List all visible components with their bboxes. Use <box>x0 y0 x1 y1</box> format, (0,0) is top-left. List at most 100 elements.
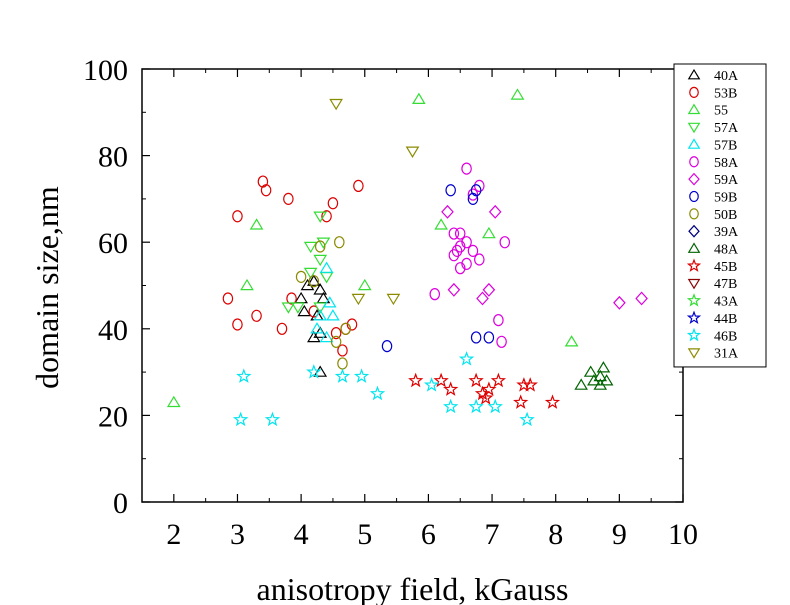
data-point-46b <box>264 411 281 427</box>
data-point-53b <box>353 179 364 193</box>
data-point-45b <box>443 381 459 396</box>
legend: 40A 53B 55 57A 57B 58A 59A 59B 50B 39A 48A 45B 47B 43… <box>673 63 767 368</box>
data-point-57b <box>319 261 334 273</box>
legend-marker-39a <box>688 224 700 238</box>
data-point-59a <box>447 282 461 297</box>
data-point-40a <box>297 304 312 317</box>
legend-marker-47b <box>687 278 701 290</box>
data-point-55 <box>564 335 579 347</box>
data-point-50b <box>340 322 351 335</box>
y-axis-title: domain size,nm <box>29 186 65 389</box>
legend-marker-46b <box>686 327 702 342</box>
legend-marker-59a <box>688 172 700 186</box>
x-tick-label: 5 <box>357 518 372 551</box>
data-point-59a <box>488 204 502 219</box>
data-point-58a <box>451 244 463 257</box>
legend-label: 44B <box>714 312 737 327</box>
data-point-46b <box>458 351 475 366</box>
data-point-59a <box>476 291 489 306</box>
data-point-53b <box>232 318 243 331</box>
data-point-58a <box>474 179 485 193</box>
data-point-57a <box>316 237 331 249</box>
legend-marker-59b <box>689 190 699 203</box>
legend-marker-50b <box>689 208 699 220</box>
legend-label: 31A <box>714 347 739 362</box>
data-point-53b <box>346 318 358 331</box>
legend-label: 57B <box>714 138 737 153</box>
legend-marker-57a <box>687 122 701 134</box>
legend-marker-53b <box>689 86 699 98</box>
data-point-58a <box>454 227 466 240</box>
data-point-45b <box>478 390 494 405</box>
data-point-53b <box>308 305 320 318</box>
legend-marker-57b <box>687 138 701 149</box>
data-point-50b <box>334 236 345 249</box>
data-point-57a <box>281 302 296 314</box>
data-point-40a <box>307 330 321 343</box>
legend-label: 53B <box>714 86 737 101</box>
legend-marker-55 <box>687 103 701 115</box>
x-tick-label: 4 <box>294 518 309 551</box>
data-point-45b <box>513 394 529 409</box>
data-point-46b <box>334 368 351 383</box>
data-point-53b <box>276 322 288 335</box>
data-point-46b <box>369 385 386 401</box>
legend-marker-43a <box>686 293 702 307</box>
data-point-48a <box>593 378 608 390</box>
y-tick-label: 100 <box>83 54 128 87</box>
x-tick-label: 8 <box>548 518 563 551</box>
data-point-59b <box>381 340 393 353</box>
legend-label: 55 <box>714 104 728 119</box>
data-point-58a <box>499 236 511 249</box>
data-point-46b <box>232 411 249 427</box>
data-point-53b <box>283 192 294 205</box>
data-point-48a <box>583 365 598 377</box>
data-point-31a <box>405 146 420 158</box>
data-point-46b <box>353 368 370 383</box>
data-point-55 <box>240 278 254 291</box>
data-point-53b <box>337 344 348 357</box>
data-point-40a <box>313 365 328 377</box>
legend-label: 46B <box>714 329 737 344</box>
data-point-53b <box>232 210 243 223</box>
y-tick-label: 40 <box>98 314 128 347</box>
legend-label: 43A <box>714 295 739 310</box>
data-point-57a <box>291 302 305 314</box>
x-tick-label: 7 <box>485 518 500 551</box>
data-point-57a <box>303 241 318 254</box>
data-point-55 <box>166 395 181 408</box>
data-point-40a <box>313 283 328 295</box>
legend-marker-40a <box>687 68 701 80</box>
data-point-50b <box>314 240 326 253</box>
legend-label: 40A <box>714 69 739 84</box>
data-point-59a <box>613 295 626 310</box>
data-point-57a <box>313 211 328 223</box>
data-point-53b <box>260 184 272 197</box>
data-point-55 <box>249 218 264 230</box>
y-tick-label: 20 <box>98 400 128 433</box>
data-point-50b <box>308 275 320 288</box>
data-point-46b <box>443 398 459 414</box>
data-point-58a <box>448 249 460 262</box>
data-point-31a <box>386 293 401 306</box>
data-point-55 <box>357 278 372 291</box>
data-point-48a <box>596 361 611 373</box>
legend-marker-31a <box>687 348 701 359</box>
data-point-57b <box>326 309 340 321</box>
data-point-57a <box>313 302 328 314</box>
data-point-55 <box>412 92 426 105</box>
x-tick-label: 2 <box>166 518 181 551</box>
data-point-58a <box>493 314 504 327</box>
data-point-31a <box>351 293 366 306</box>
data-point-53b <box>251 309 262 322</box>
data-point-45b <box>433 372 449 388</box>
data-point-46b <box>519 411 535 427</box>
x-tick-label: 9 <box>612 518 627 551</box>
data-point-58a <box>448 227 460 240</box>
data-point-57a <box>313 254 328 267</box>
legend-label: 48A <box>714 243 739 258</box>
x-tick-label: 6 <box>421 518 436 551</box>
data-point-59a <box>441 204 454 219</box>
data-points <box>166 88 648 427</box>
